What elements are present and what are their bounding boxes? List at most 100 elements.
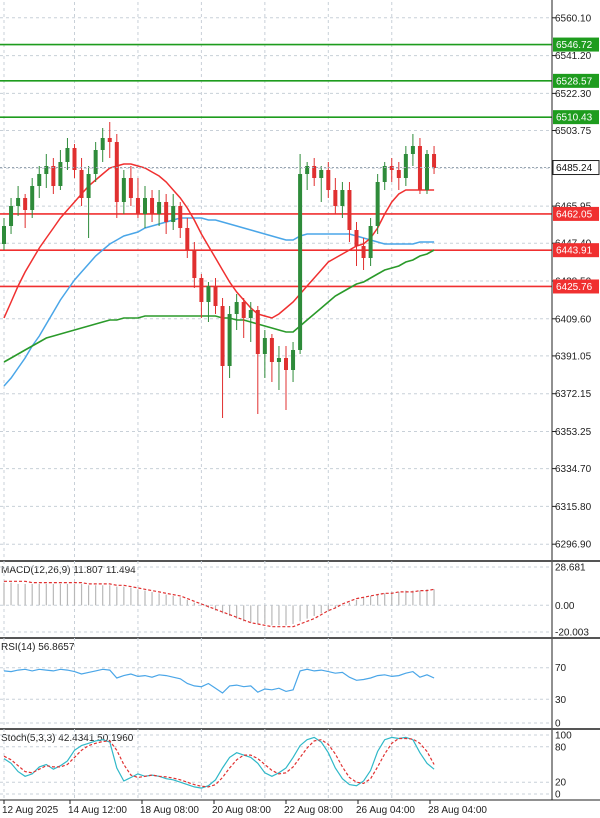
candle[interactable] (432, 146, 437, 174)
candle[interactable] (284, 346, 288, 410)
candle[interactable] (107, 122, 112, 158)
candle[interactable] (248, 302, 253, 342)
candle[interactable] (150, 190, 155, 222)
candle[interactable] (312, 158, 317, 186)
candle[interactable] (375, 174, 380, 234)
indicator-tick-label: 100 (555, 731, 572, 742)
candle-body (305, 166, 310, 174)
candle[interactable] (51, 158, 56, 194)
candle[interactable] (30, 178, 35, 218)
green-moving-average (3, 249, 435, 363)
candle[interactable] (178, 202, 183, 238)
candle[interactable] (79, 158, 84, 206)
support-level-label: 6425.76 (556, 282, 593, 293)
candle[interactable] (305, 162, 310, 190)
candle[interactable] (164, 194, 169, 234)
candle[interactable] (100, 128, 105, 162)
candle[interactable] (58, 150, 63, 190)
indicator-title: Stoch(5,3,3) 42.4341 50.1960 (1, 733, 134, 744)
candle-body (157, 202, 162, 214)
price-tick-label: 6409.60 (555, 314, 592, 325)
candle[interactable] (135, 178, 140, 218)
candle[interactable] (227, 306, 232, 378)
candle-body (354, 230, 359, 246)
candle[interactable] (340, 182, 345, 218)
candle[interactable] (262, 330, 267, 378)
candle-body (312, 166, 317, 178)
candle-body (389, 166, 394, 170)
support-level-label: 6443.91 (556, 246, 593, 257)
candle-body (248, 310, 253, 318)
candle[interactable] (171, 194, 176, 230)
candle[interactable] (389, 158, 394, 182)
candle[interactable] (65, 138, 70, 170)
candle[interactable] (192, 242, 197, 288)
candle[interactable] (121, 170, 126, 214)
price-tick-label: 6560.10 (555, 13, 592, 24)
candle[interactable] (44, 154, 49, 188)
price-tick-label: 6541.20 (555, 51, 592, 62)
candle-body (425, 154, 429, 190)
candle[interactable] (425, 150, 429, 194)
candle[interactable] (220, 298, 225, 418)
candle[interactable] (403, 146, 408, 186)
candle[interactable] (410, 134, 415, 166)
candle[interactable] (206, 282, 211, 322)
candle[interactable] (72, 144, 77, 178)
candle[interactable] (382, 162, 387, 190)
candle[interactable] (157, 190, 162, 226)
candle-body (206, 286, 211, 302)
candle[interactable] (298, 154, 303, 354)
candle[interactable] (185, 218, 190, 258)
candle[interactable] (86, 166, 91, 238)
candle[interactable] (128, 166, 133, 206)
candle-body (51, 166, 56, 186)
price-panel[interactable]: 6560.106541.206522.306503.756484.856465.… (0, 0, 600, 800)
candle-body (58, 162, 63, 186)
candle[interactable] (417, 138, 422, 194)
candle[interactable] (143, 186, 147, 228)
candle[interactable] (16, 186, 21, 216)
indicator-tick-label: 0.00 (555, 601, 575, 612)
candle[interactable] (213, 278, 218, 314)
candle[interactable] (368, 218, 373, 266)
candle[interactable] (361, 238, 366, 270)
candle[interactable] (2, 218, 6, 250)
indicator-tick-label: -20.003 (555, 628, 589, 639)
candle[interactable] (114, 134, 119, 218)
candle-body (72, 148, 77, 170)
candle-body (93, 150, 98, 174)
candle[interactable] (199, 274, 204, 318)
candle-body (361, 246, 366, 258)
indicator-tick-label: 20 (555, 778, 567, 789)
candle[interactable] (234, 294, 239, 330)
candle[interactable] (396, 162, 401, 190)
candle-body (298, 174, 303, 350)
candle[interactable] (93, 142, 98, 182)
candle[interactable] (319, 166, 324, 202)
candle[interactable] (276, 346, 281, 390)
candle[interactable] (269, 334, 274, 382)
candle[interactable] (9, 198, 14, 234)
candle-body (164, 202, 169, 222)
indicator-tick-label: 0 (555, 719, 561, 730)
candle[interactable] (333, 178, 338, 214)
candle[interactable] (37, 166, 42, 198)
candle[interactable] (354, 222, 359, 266)
candle[interactable] (255, 306, 260, 414)
candle-body (269, 338, 274, 362)
candle-body (37, 174, 42, 186)
candle-body (30, 186, 35, 210)
candle[interactable] (347, 182, 352, 242)
current-price-label: 6485.24 (556, 163, 593, 174)
candle-body (23, 198, 28, 210)
candle[interactable] (23, 194, 28, 228)
candle[interactable] (291, 342, 296, 382)
candle-body (114, 142, 119, 202)
price-tick-label: 6372.15 (555, 389, 592, 400)
price-tick-label: 6522.30 (555, 89, 592, 100)
candle-body (86, 174, 91, 198)
candle[interactable] (241, 298, 246, 338)
candle-body (333, 190, 338, 206)
